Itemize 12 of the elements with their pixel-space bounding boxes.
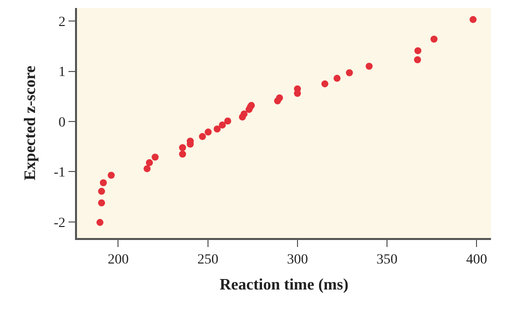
x-tick-label: 350: [376, 252, 398, 268]
y-tick-label: 0: [58, 115, 66, 130]
x-tick-label: 300: [286, 252, 308, 268]
y-tick-label: -2: [54, 216, 66, 231]
y-axis-title: Expected z-score: [22, 66, 40, 180]
x-tick-label: 400: [466, 252, 488, 268]
y-tick-label: -1: [54, 166, 66, 181]
y-tick-label: 2: [58, 14, 66, 30]
x-axis-title: Reaction time (ms): [220, 276, 348, 294]
x-tick-label: 250: [197, 252, 218, 268]
y-tick-label: 1: [58, 65, 66, 80]
x-tick-label: 200: [108, 252, 129, 268]
